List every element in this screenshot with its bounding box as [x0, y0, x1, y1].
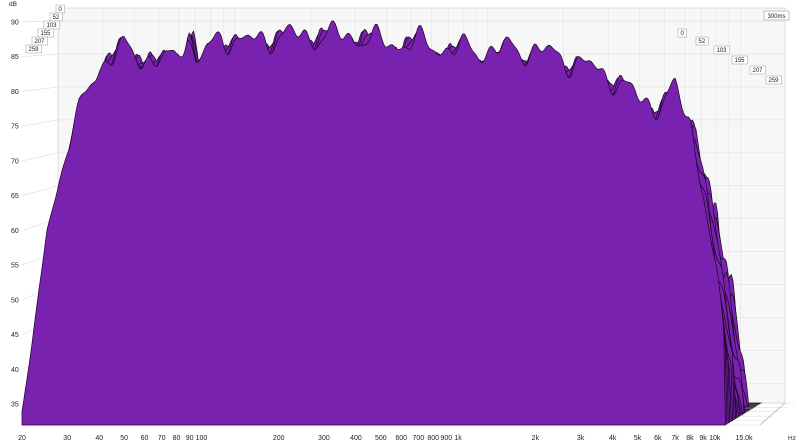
x-tick-label: 2k — [532, 435, 540, 442]
time-slice-label: 155 — [735, 58, 746, 64]
x-tick-label: 7k — [671, 435, 679, 442]
grid-side-line — [21, 86, 59, 92]
x-tick-label: 50 — [120, 435, 128, 442]
x-tick-label: 80 — [173, 435, 181, 442]
window-badge — [763, 10, 790, 21]
time-slice-box — [749, 65, 767, 75]
y-tick-label: 45 — [11, 332, 19, 339]
time-slice-label: 259 — [769, 78, 780, 84]
time-slice-box — [25, 44, 43, 54]
y-tick-label: 35 — [11, 402, 19, 409]
labels: 0 0 52 52 103 103 155 155 207 207 259 259 300ms — [25, 4, 790, 85]
y-tick-label: 70 — [11, 158, 19, 165]
x-tick-label: 30 — [63, 435, 71, 442]
y-tick-label: 90 — [11, 19, 19, 26]
y-tick-label: 85 — [11, 54, 19, 61]
x-tick-label: 700 — [413, 435, 425, 442]
time-slice-label: 0 — [681, 31, 685, 37]
x-tick-label: 400 — [350, 435, 362, 442]
grid-side-line — [21, 53, 59, 57]
y-tick-label: 40 — [11, 367, 19, 374]
x-tick-label: 1k — [454, 435, 462, 442]
x-tick-label: 600 — [395, 435, 407, 442]
x-tick-label: 4k — [609, 435, 617, 442]
x-tick-label: 9k — [699, 435, 707, 442]
time-slice-label: 207 — [35, 39, 46, 45]
x-tick-label: 90 — [186, 435, 194, 442]
time-slice-label: 52 — [53, 15, 60, 21]
grid-side-line — [21, 185, 59, 196]
y-unit-label: dB — [9, 1, 17, 8]
time-slice-box — [713, 45, 731, 55]
x-tick-label: 15.0k — [735, 435, 753, 442]
x-tick-label: 70 — [158, 435, 166, 442]
time-slice-box — [677, 28, 687, 38]
x-tick-label: 100 — [196, 435, 208, 442]
x-tick-label: 800 — [427, 435, 439, 442]
time-slice-box — [731, 55, 749, 65]
frame-edge — [759, 402, 786, 426]
x-tick-label: 60 — [141, 435, 149, 442]
window-badge-text: 300ms — [767, 14, 785, 20]
x-tick-label: 200 — [273, 435, 285, 442]
x-tick-label: 3k — [577, 435, 585, 442]
time-slice-label: 259 — [29, 47, 40, 53]
y-tick-label: 75 — [11, 124, 19, 131]
time-slice-label: 103 — [47, 23, 58, 29]
x-unit-label: Hz — [788, 435, 796, 442]
time-slice-box — [695, 36, 709, 46]
grid-side-line — [21, 119, 59, 127]
time-slice-label: 155 — [41, 31, 52, 37]
waterfall-slice — [21, 20, 726, 426]
grid-side-line — [21, 152, 59, 162]
time-slice-label: 207 — [753, 68, 764, 74]
x-tick-label: 900 — [441, 435, 453, 442]
y-tick-label: 55 — [11, 263, 19, 270]
time-slice-box — [765, 75, 783, 85]
time-slice-label: 103 — [717, 48, 728, 54]
x-tick-label: 10k — [709, 435, 721, 442]
x-tick-label: 40 — [95, 435, 103, 442]
waterfall-slices — [21, 20, 762, 426]
time-slice-label: 52 — [699, 39, 706, 45]
y-tick-label: 65 — [11, 193, 19, 200]
x-tick-label: 300 — [318, 435, 330, 442]
time-slice-label: 0 — [59, 7, 63, 13]
x-tick-label: 20 — [18, 435, 26, 442]
x-tick-label: 5k — [634, 435, 642, 442]
x-tick-label: 6k — [654, 435, 662, 442]
axes: 35 40 45 50 55 60 65 70 75 80 85 90 dB 20 30 40 50 60 70 80… — [9, 1, 796, 442]
y-tick-label: 80 — [11, 89, 19, 96]
x-tick-label: 8k — [686, 435, 694, 442]
x-tick-label: 500 — [375, 435, 387, 442]
y-tick-label: 50 — [11, 297, 19, 304]
y-tick-label: 60 — [11, 228, 19, 235]
